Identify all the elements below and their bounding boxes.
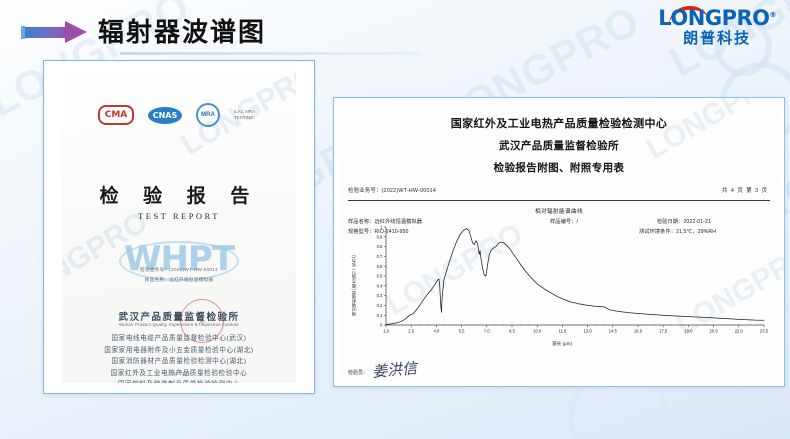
svg-text:0.9: 0.9 [377,234,383,239]
sample-name: 样品名称：远红外线恒温模拟器 [348,219,423,225]
svg-text:22.0: 22.0 [735,328,744,333]
svg-text:8.5: 8.5 [509,328,515,333]
inspector-signature-block: 检验员： 姜洪信 [348,361,418,381]
list-item: 国家家用电器附件及小五金质量检验中心(湖北) [104,346,254,354]
sample-model: 规格型号：RIO-2410-950 [348,229,409,235]
svg-text:0.2: 0.2 [377,303,383,308]
svg-text:1.0: 1.0 [383,328,389,333]
whpt-watermark: WHPT [123,239,235,279]
svg-text:5.5: 5.5 [459,328,465,333]
report-meta-row: 检验业务号：(2022)WT-HW-00014 共 4 页 第 3 页 [339,186,779,198]
certificate-cover-image[interactable]: LONGPRO LONGPRO CMA CNAS MRA ILAC MRA TE… [43,60,315,394]
svg-text:0.3: 0.3 [377,293,383,298]
slide-header: 辐射器波谱图 LONGPRO® 朗普科技 [0,0,790,62]
right-arrow-icon [21,21,87,43]
certificate-sample-name: 样品名称：远红外线恒温模拟器 [144,277,214,282]
certificate-page: LONGPRO LONGPRO CMA CNAS MRA ILAC MRA TE… [62,71,296,383]
certificate-title-en: TEST REPORT [138,211,220,221]
svg-text:10.0: 10.0 [533,328,542,333]
spectral-chart: 相对辐射强度 (最大值归一化为1) 0 0.1 0.2 0.3 0.4 0.5 0.6 0.7… [348,223,776,351]
chart-y-axis-label: 相对辐射强度 (最大值归一化为1) [350,255,356,317]
brand-logo: LONGPRO® 朗普科技 [658,3,777,47]
sample-info-block: 样品名称：远红外线恒温模拟器 规格型号：RIO-2410-950 样品编号：/ … [339,218,779,242]
watermark-text: LONGPRO [640,97,785,166]
report-business-no: 检验业务号：(2022)WT-HW-00014 [348,188,437,194]
cnas-mark-icon: CNAS [148,106,182,124]
report-page: LONGPRO LONGPRO LONGPRO 国家红外及工业电热产品质量检验检… [339,98,784,381]
registered-mark: ® [769,11,777,19]
svg-text:0.5: 0.5 [377,274,383,279]
svg-text:19.0: 19.0 [684,328,693,333]
svg-text:0.4: 0.4 [377,283,383,288]
sample-no: 样品编号：/ [550,219,578,225]
ilac-caption: ILAC MRA TESTING [234,109,256,120]
test-date: 检验日期：2022-01-21 [657,219,711,225]
report-page-image[interactable]: LONGPRO LONGPRO LONGPRO 国家红外及工业电热产品质量检验检… [333,97,785,387]
national-centers-list: 国家电线电缆产品质量监督检验中心(武汉) 国家家用电器附件及小五金质量检验中心(… [62,333,296,383]
list-item: 国家电线电缆产品质量监督检验中心(武汉) [111,335,247,342]
svg-text:1: 1 [380,225,383,230]
svg-text:2.5: 2.5 [408,328,414,333]
report-heading-institute: 武汉产品质量监督检验所 [499,140,619,152]
report-heading-center: 国家红外及工业电热产品质量检验检测中心 [450,117,668,130]
report-heading-form: 检验报告附图、附照专用表 [493,162,625,174]
inspector-signature: 姜洪信 [371,361,418,381]
title-underline [120,52,420,55]
certificate-date: 2022年1月 [168,371,190,376]
ilac-mra-mark-icon: MRA [196,103,220,127]
certificate-business-no: 检验业务号：(2022)WT-HW-00014 [139,267,219,272]
svg-text:0.6: 0.6 [377,264,383,269]
report-page-no: 共 4 页 第 3 页 [721,188,768,194]
institute-name-en: Wuhan Product Quality Supervision & Insp… [118,322,240,327]
whpt-oval-icon [119,241,239,281]
svg-text:4.0: 4.0 [433,328,439,333]
svg-text:0.7: 0.7 [377,254,383,259]
svg-text:20.5: 20.5 [710,328,719,333]
svg-text:0: 0 [380,323,383,328]
svg-text:23.5: 23.5 [760,328,769,333]
brand-name-en: LONGPRO® [658,6,777,30]
chart-x-axis-label: 波长 (μm) [552,341,572,346]
institute-name-cn: 武汉产品质量监督检验所 [118,312,240,323]
svg-text:0.1: 0.1 [377,313,383,318]
page-title: 辐射器波谱图 [98,18,267,48]
brand-name-cn: 朗普科技 [683,29,752,47]
certificate-title-cn: 检 验 报 告 [99,185,259,207]
list-item: 国家红外及工业电热产品质量检验检验中心 [110,369,248,377]
svg-text:11.5: 11.5 [558,328,567,333]
cma-mark-icon: CMA [98,105,134,125]
svg-text:14.5: 14.5 [609,328,618,333]
svg-text:16.0: 16.0 [634,328,643,333]
red-seal-stamp-icon [180,299,224,343]
svg-text:13.0: 13.0 [584,328,593,333]
svg-text:7.0: 7.0 [484,328,490,333]
chart-plot-area: 0 0.1 0.2 0.3 0.4 0.5 0.6 0.7 0.8 0.9 1 1.0 2.5 4.0 5.… [377,225,769,334]
chart-title: 相对辐射能谱曲线 [535,209,583,215]
list-item: 国家饮料及酿造制品质量检验检测中心 [62,379,296,383]
header-divider [348,200,770,201]
inspector-label: 检验员： [348,370,369,376]
test-environment: 测试环境条件：21.5℃、29%RH [639,229,717,235]
accreditation-marks: CMA CNAS MRA ILAC MRA TESTING [62,103,296,127]
svg-text:17.5: 17.5 [659,328,668,333]
svg-text:0.8: 0.8 [377,244,383,249]
list-item: 国家消防器材产品质量检验检测中心(湖北) [111,358,247,366]
